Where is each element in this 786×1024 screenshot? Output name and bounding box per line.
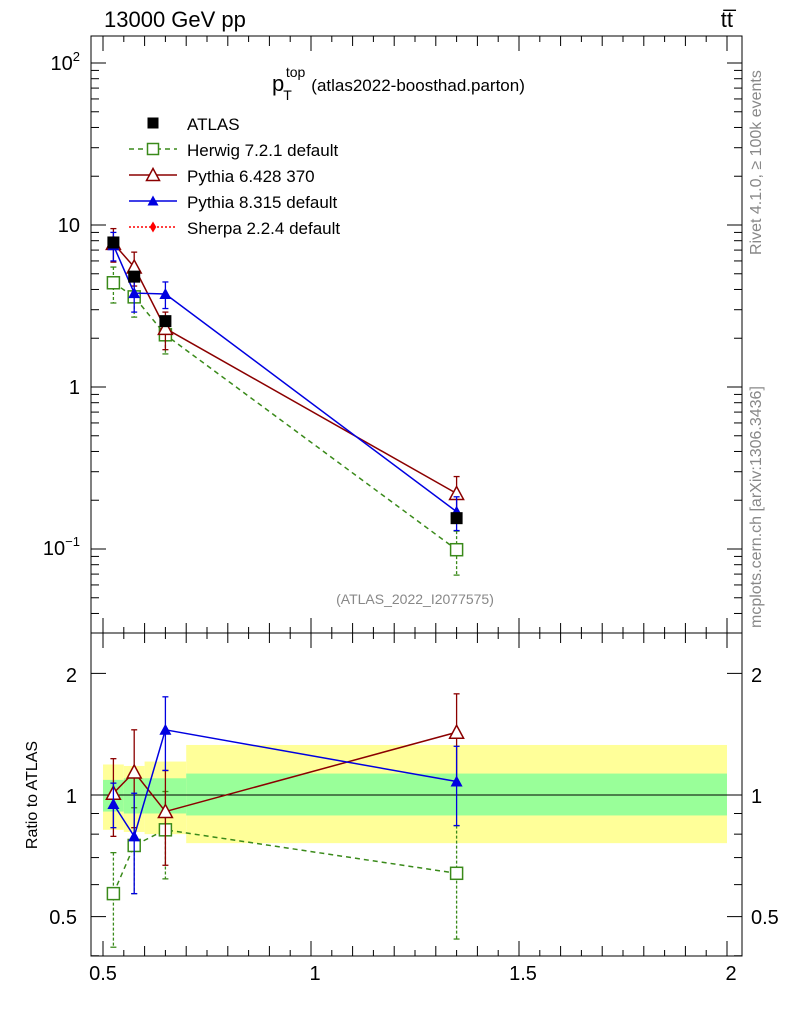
energy-label: 13000 GeV pp	[104, 7, 246, 32]
main-axis-ticks	[91, 36, 742, 633]
herwig-7-2-1-default-main-point	[106, 276, 121, 290]
herwig-7-2-1-default-ratio-point	[106, 886, 121, 901]
atlas-main-point	[107, 236, 120, 249]
mcplots-label: mcplots.cern.ch [arXiv:1306.3436]	[748, 386, 765, 628]
ratio-ylabel: Ratio to ATLAS	[24, 741, 41, 849]
analysis-label: (ATLAS_2022_I2077575)	[336, 591, 494, 607]
atlas-main-point	[450, 512, 463, 525]
xtick-label-1p5: 1.5	[509, 963, 537, 985]
ratio-axis-ticks	[91, 633, 742, 957]
atlas-main-point	[128, 270, 141, 283]
xtick-label-2: 2	[725, 963, 736, 985]
legend-marker-herwig-7-2-1-default	[146, 142, 160, 156]
pythia-8-315-default-ratio-point	[159, 723, 172, 735]
legend-marker-pythia-8-315-default	[147, 195, 159, 206]
ratio-ytick-left-0p5: 0.5	[49, 907, 77, 929]
xtick-label-1: 1	[309, 963, 320, 985]
chart-title: pTtop(atlas2022-boosthad.parton)	[272, 64, 525, 103]
pythia-8-315-default-main-point	[159, 288, 172, 300]
main-plot-area	[105, 227, 465, 576]
ratio-ytick-left-1: 1	[66, 786, 77, 808]
pythia-8-315-default-ratio-point	[128, 830, 141, 842]
ratio-ytick-right-1: 1	[751, 786, 762, 808]
legend-marker-pythia-6-428-370	[145, 166, 161, 182]
legend-label-atlas: ATLAS	[187, 115, 240, 134]
pythia-8-315-default-ratio-point	[107, 797, 120, 809]
pythia-6-428-370-ratio-point	[157, 802, 174, 819]
main-ytick-label-100: 102	[51, 49, 80, 75]
herwig-7-2-1-default-ratio-point	[449, 866, 464, 881]
legend-marker-atlas	[147, 117, 159, 129]
ratio-ytick-right-2: 2	[751, 665, 762, 687]
ratio-ytick-left-2: 2	[66, 665, 77, 687]
pythia-6-428-370-ratio-line	[112, 731, 457, 813]
pythia-6-428-370-ratio-point	[448, 723, 465, 739]
ratio-panel-border	[90, 632, 743, 957]
atlas-main-point	[159, 315, 172, 328]
ratio-reference-bands	[91, 744, 742, 844]
legend-label-sherpa-2-2-4-default: Sherpa 2.2.4 default	[187, 219, 340, 238]
pythia-8-315-default-ratio-line	[112, 728, 457, 839]
herwig-7-2-1-default-ratio-line	[112, 829, 457, 894]
rivet-label: Rivet 4.1.0, ≥ 100k events	[748, 70, 765, 255]
process-label: tt̅	[721, 7, 737, 32]
legend-label-herwig-7-2-1-default: Herwig 7.2.1 default	[187, 141, 338, 160]
ratio-ytick-right-0p5: 0.5	[751, 907, 779, 929]
pythia-6-428-370-main-point	[157, 319, 174, 336]
herwig-7-2-1-default-main-point	[449, 542, 464, 557]
xtick-label-0p5: 0.5	[89, 963, 117, 985]
pythia-6-428-370-main-line	[112, 242, 457, 495]
pythia-8-315-default-main-point	[128, 287, 141, 299]
pythia-8-315-default-ratio-point	[450, 775, 463, 787]
ratio-plot-area	[105, 693, 465, 948]
pythia-8-315-default-main-line	[112, 244, 458, 513]
legend-marker-sherpa-2-2-4-default	[149, 221, 157, 233]
herwig-7-2-1-default-main-line	[112, 282, 458, 551]
main-ytick-label-1: 1	[69, 377, 80, 399]
pythia-6-428-370-ratio-point	[125, 763, 143, 779]
legend: ATLAS Herwig 7.2.1 default Pythia 6.428 37…	[129, 115, 340, 238]
legend-label-pythia-8-315-default: Pythia 8.315 default	[187, 193, 338, 212]
legend-label-pythia-6-428-370: Pythia 6.428 370	[187, 167, 315, 186]
main-ytick-label-10: 10	[58, 215, 80, 237]
main-ytick-label-0p1: 10−1	[43, 534, 80, 560]
